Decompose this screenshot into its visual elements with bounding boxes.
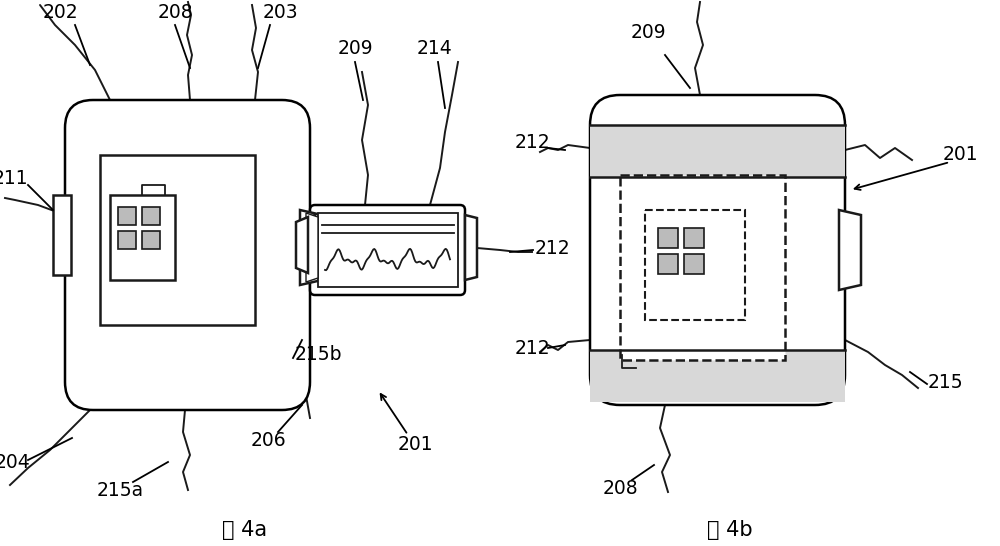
Text: 图 4b: 图 4b	[707, 520, 753, 540]
Text: 图 4a: 图 4a	[222, 520, 268, 540]
Polygon shape	[839, 210, 861, 290]
Text: 215a: 215a	[96, 480, 144, 500]
Bar	[658, 254, 678, 274]
FancyBboxPatch shape	[310, 205, 465, 295]
Text: 203: 203	[262, 3, 298, 21]
Bar	[684, 228, 704, 248]
Text: 209: 209	[337, 39, 373, 57]
Text: 215: 215	[928, 372, 964, 391]
Text: 211: 211	[0, 169, 28, 187]
Text: 202: 202	[42, 3, 78, 21]
Bar	[142, 231, 160, 249]
Bar	[658, 228, 678, 248]
FancyBboxPatch shape	[590, 95, 845, 405]
Polygon shape	[296, 217, 308, 273]
Text: 208: 208	[602, 478, 638, 497]
Text: 201: 201	[942, 145, 978, 164]
Bar	[684, 254, 704, 274]
Text: 206: 206	[250, 430, 286, 449]
Bar	[100, 155, 255, 325]
Bar	[645, 210, 745, 320]
Text: 212: 212	[535, 239, 571, 258]
Text: 212: 212	[514, 133, 550, 151]
Polygon shape	[300, 210, 322, 285]
Text: 214: 214	[417, 39, 453, 57]
Text: 215b: 215b	[295, 346, 342, 365]
Text: 208: 208	[157, 3, 193, 21]
Bar	[590, 125, 845, 177]
FancyBboxPatch shape	[65, 100, 310, 410]
Text: 212: 212	[514, 339, 550, 358]
Bar	[53, 195, 71, 275]
Polygon shape	[303, 215, 315, 275]
Bar	[318, 213, 458, 287]
Bar	[118, 231, 136, 249]
Bar	[590, 350, 845, 402]
Text: 204: 204	[0, 453, 30, 472]
Bar	[118, 207, 136, 225]
Text: 209: 209	[630, 22, 666, 41]
Bar	[620, 175, 785, 360]
Polygon shape	[465, 215, 477, 280]
Bar	[142, 207, 160, 225]
Polygon shape	[306, 213, 318, 282]
Text: 201: 201	[397, 436, 433, 454]
Bar	[110, 195, 175, 280]
